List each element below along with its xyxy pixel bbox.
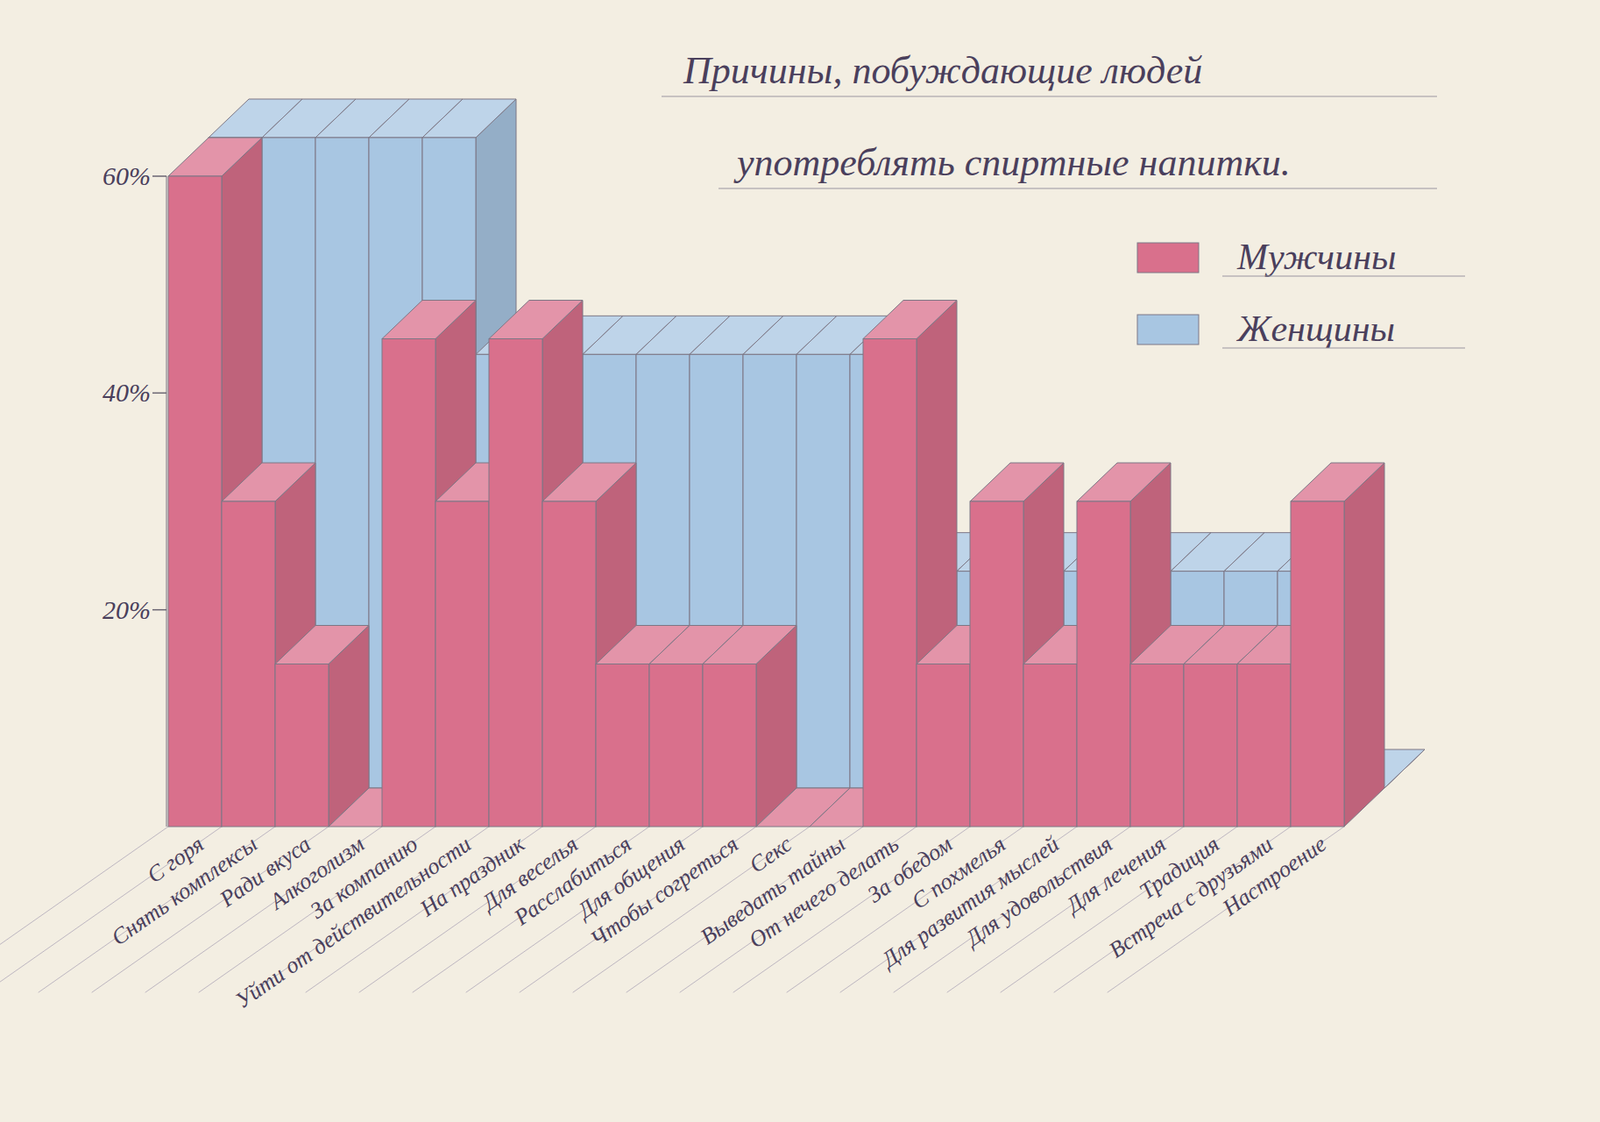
bar-top — [488, 300, 583, 340]
y-tick-label: 40% — [102, 377, 151, 407]
y-tick-label: 20% — [102, 594, 151, 624]
x-tick-label: Уйти от действительности — [230, 830, 476, 1013]
bar-front — [1290, 501, 1345, 827]
bar-top — [1290, 462, 1385, 502]
bars — [168, 99, 1425, 827]
guide-lines — [0, 826, 1345, 992]
bar-top — [382, 300, 476, 340]
bar-front — [809, 826, 864, 828]
bar — [1290, 462, 1385, 827]
bar-top — [221, 462, 316, 502]
y-tick-label: 60% — [102, 161, 151, 191]
guide-line — [38, 826, 276, 992]
bar-top — [275, 625, 369, 665]
bar-top — [969, 462, 1064, 502]
y-tick — [152, 392, 167, 395]
bar-front — [328, 826, 383, 828]
legend-underline — [1222, 276, 1466, 277]
bar-front — [1130, 664, 1184, 828]
bar-front — [756, 826, 810, 828]
chart: 20%40%60%С горяСнять комплексыРади вкуса… — [0, 0, 1600, 1122]
bar-front — [916, 664, 970, 828]
bar-front — [796, 353, 850, 788]
legend-swatch — [1137, 242, 1199, 273]
chart-root: 20%40%60%С горяСнять комплексыРади вкуса… — [0, 0, 1600, 1122]
bar-front — [221, 501, 276, 827]
y-tick — [152, 175, 167, 177]
background — [0, 0, 1600, 1122]
guide-line — [0, 826, 222, 992]
bar-front — [649, 664, 703, 828]
legend-swatch — [1137, 314, 1199, 345]
legend-underline — [1222, 347, 1466, 349]
legend-label: Мужчины — [1236, 236, 1396, 277]
title: Причины, побуждающие людей употреблять с… — [682, 49, 1291, 185]
legend-label: Женщины — [1235, 308, 1395, 349]
bar-top — [1076, 462, 1171, 502]
bar-front — [382, 339, 436, 828]
bar-top — [168, 137, 262, 177]
bar-top — [702, 625, 797, 665]
bar-front — [275, 664, 329, 828]
title-underline — [661, 96, 1438, 98]
title-underline — [718, 188, 1438, 190]
bar-top — [542, 462, 637, 502]
bar-top — [422, 99, 517, 138]
y-tick — [152, 608, 167, 611]
bar-front — [1023, 664, 1077, 828]
bar-front — [542, 501, 596, 827]
bar-front — [1076, 501, 1131, 827]
bar-front — [702, 664, 757, 828]
bar-side — [1344, 462, 1385, 827]
bar-front — [168, 176, 222, 827]
bar-front — [1183, 664, 1238, 828]
bar-front — [595, 664, 650, 828]
bar-front — [863, 339, 917, 828]
y-axis-line — [165, 176, 167, 827]
bar-front — [969, 501, 1024, 827]
bar-front — [435, 501, 489, 827]
legend: Мужчины Женщины — [1137, 236, 1466, 349]
bar-top — [863, 300, 957, 340]
x-tick-label: Настроение — [1217, 830, 1331, 921]
bar-front — [488, 339, 543, 828]
bar — [702, 625, 797, 828]
guide-line — [733, 826, 970, 992]
bar — [275, 625, 369, 828]
bar-front — [1237, 664, 1291, 828]
